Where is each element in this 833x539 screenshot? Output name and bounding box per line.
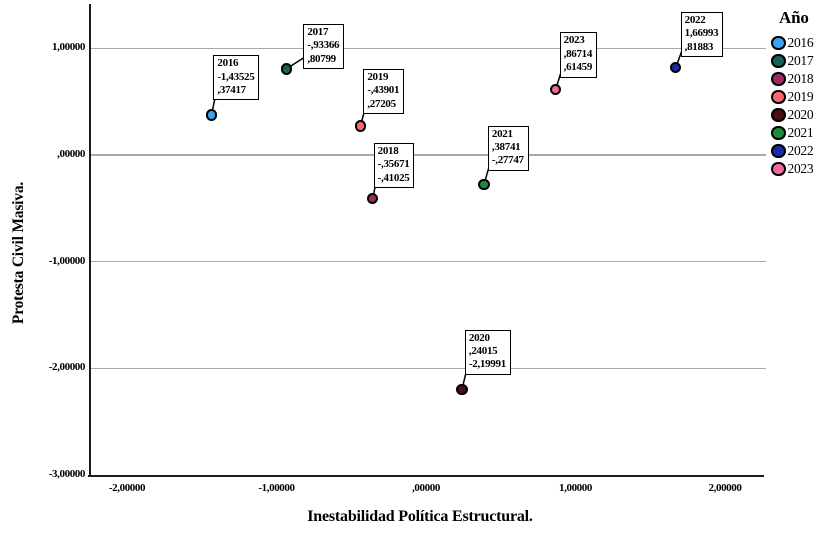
x-tick-label: ,00000 <box>412 482 440 494</box>
annotation-line: 2018 <box>377 144 399 157</box>
y-tick-label: ,00000 <box>57 148 85 160</box>
annotation-line: ,80799 <box>307 52 336 65</box>
legend-label: 2023 <box>787 161 814 176</box>
legend-items: 2016 2017 2018 2019 2020 2021 2022 2023 <box>771 34 833 178</box>
x-tick-label: -1,00000 <box>258 482 295 494</box>
data-point-2023 <box>549 83 562 96</box>
point-annotation-2022: 2022 1,66993,81883 <box>680 11 724 57</box>
data-point-2020 <box>456 383 468 396</box>
point-annotation-2020: 2020,24015 -2,19991 <box>464 329 511 375</box>
legend-label: 2017 <box>787 53 814 68</box>
legend-item-2016: 2016 <box>771 34 833 52</box>
point-annotation-2017: 2017 -,93366,80799 <box>303 23 345 70</box>
legend-item-2021: 2021 <box>771 124 833 142</box>
annotation-line: ,38741 <box>491 140 521 153</box>
annotation-line: -,27747 <box>491 154 524 167</box>
annotation-line: -2,19991 <box>468 358 506 371</box>
data-point-2022 <box>669 61 682 74</box>
annotation-line: -,41025 <box>377 171 410 184</box>
y-gridline <box>91 47 766 50</box>
annotation-line: ,24015 <box>468 344 498 357</box>
legend-item-2019: 2019 <box>771 88 833 106</box>
data-point-2021 <box>478 178 490 191</box>
point-annotation-2018: 2018 -,35671 -,41025 <box>373 142 415 188</box>
annotation-line: -,93366 <box>307 39 340 52</box>
data-point-2019 <box>354 120 367 132</box>
annotation-line: 2021 <box>491 127 513 140</box>
y-gridline <box>91 261 766 263</box>
x-axis-line <box>88 474 764 478</box>
annotation-line: 2017 <box>307 25 329 38</box>
y-gridline <box>91 367 766 369</box>
legend-swatch <box>771 53 786 69</box>
legend-swatch <box>771 71 786 87</box>
legend-label: 2021 <box>787 125 814 140</box>
annotation-line: ,37417 <box>217 83 246 96</box>
annotation-line: 2023 <box>563 34 585 47</box>
legend-label: 2016 <box>787 35 814 50</box>
annotation-line: ,86714 <box>563 47 593 60</box>
y-tick-label: -3,00000 <box>48 467 86 480</box>
legend-title: Año <box>779 8 809 27</box>
x-tick-label: 2,00000 <box>708 482 742 494</box>
annotation-line: -,43901 <box>367 84 400 97</box>
annotation-line: 2016 <box>217 57 239 70</box>
x-tick-label: 1,00000 <box>559 482 592 494</box>
x-tick-label: -2,00000 <box>108 482 146 494</box>
legend-item-2018: 2018 <box>771 70 833 88</box>
legend-swatch <box>771 107 786 123</box>
legend-swatch <box>771 125 786 141</box>
x-axis-title: Inestabilidad Política Estructural. <box>307 508 533 525</box>
point-annotation-2019: 2019 -,43901,27205 <box>363 68 405 115</box>
annotation-line: ,61459 <box>563 61 593 74</box>
y-tick-label: -2,00000 <box>48 361 86 374</box>
y-axis-line <box>89 4 92 477</box>
y-tick-label: 1,00000 <box>52 41 85 54</box>
point-annotation-2023: 2023,86714,61459 <box>559 32 598 78</box>
y-tick-label: -1,00000 <box>48 254 86 267</box>
annotation-line: ,27205 <box>367 97 396 110</box>
legend-swatch <box>771 89 786 105</box>
y-gridline <box>91 154 766 156</box>
data-point-2016 <box>205 109 218 121</box>
annotation-line: 2020 <box>468 331 490 344</box>
annotation-line: 2022 <box>684 13 706 26</box>
annotation-line: 2019 <box>367 70 389 83</box>
legend-item-2023: 2023 <box>771 160 833 178</box>
legend: Año 2016 2017 2018 2019 2020 2021 2022 2023 <box>771 8 833 178</box>
legend-label: 2020 <box>787 107 814 122</box>
annotation-line: -1,43525 <box>217 70 255 83</box>
data-point-2017 <box>280 63 293 75</box>
annotation-line: ,81883 <box>684 40 714 53</box>
point-annotation-2021: 2021,38741 -,27747 <box>487 125 529 171</box>
annotation-line: -,35671 <box>377 158 410 171</box>
annotation-line: 1,66993 <box>684 27 719 40</box>
legend-swatch <box>771 35 786 51</box>
legend-item-2020: 2020 <box>771 106 833 124</box>
legend-swatch <box>771 143 786 159</box>
legend-label: 2022 <box>787 143 814 158</box>
point-annotation-2016: 2016 -1,43525,37417 <box>213 55 260 101</box>
legend-label: 2019 <box>787 89 814 104</box>
legend-item-2022: 2022 <box>771 142 833 160</box>
data-point-2018 <box>366 192 379 205</box>
legend-swatch <box>771 161 786 177</box>
legend-label: 2018 <box>787 71 814 86</box>
legend-item-2017: 2017 <box>771 52 833 70</box>
